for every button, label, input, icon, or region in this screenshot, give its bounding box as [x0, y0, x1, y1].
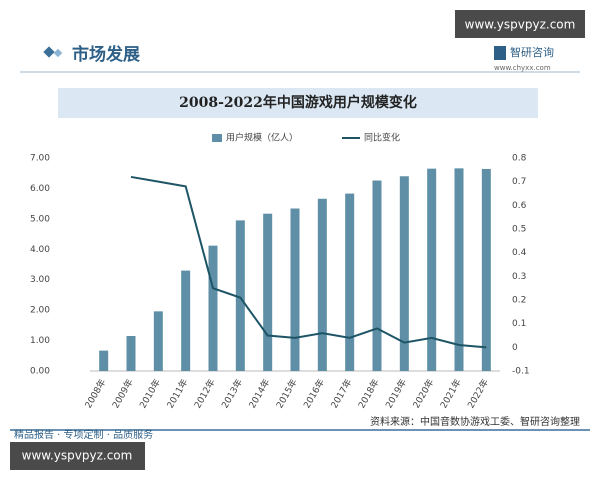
bar: [235, 220, 245, 371]
y2-tick-label: 0.5: [512, 225, 526, 235]
bar: [290, 208, 300, 371]
brand-logo: [494, 46, 506, 60]
bar: [427, 168, 437, 371]
y2-tick-label: 0.6: [512, 201, 527, 211]
legend-label: 用户规模（亿人）: [226, 132, 298, 144]
y2-tick-label: 0.3: [512, 272, 526, 282]
y2-tick-label: 0.4: [512, 248, 527, 258]
legend-label: 同比变化: [364, 132, 400, 144]
bar: [345, 193, 355, 371]
footer: 精品报告 · 专项定制 · 品质服务: [14, 428, 153, 441]
site: www.chyxx.com: [494, 64, 551, 72]
line: [130, 175, 487, 349]
bar: [454, 168, 464, 371]
title-band: [58, 88, 538, 118]
y-tick-label: 6.00: [30, 184, 50, 194]
section-icon: [43, 46, 63, 58]
bar: [399, 176, 409, 371]
y-tick-label: 2.00: [30, 306, 50, 316]
y2-tick-label: 0.2: [512, 296, 526, 306]
plot: 0.00 1.00 2.00 3.00 4.00 5.00 6.00 7.00 -0.1 0 0.1…: [30, 132, 530, 411]
legend-swatch: [212, 134, 222, 142]
y-tick-label: 4.00: [30, 245, 50, 255]
brand: 智研咨询: [510, 45, 554, 59]
watermark-box: [10, 442, 145, 470]
y2-tick-label: 0.1: [512, 319, 526, 329]
y2-tick-label: 0: [512, 343, 518, 353]
bar: [317, 198, 327, 371]
bar: [153, 311, 163, 371]
y-tick-label: 0.00: [30, 367, 50, 377]
y2-tick-label: 0.7: [512, 177, 526, 187]
watermark: www.yspvpyz.com: [22, 449, 133, 463]
chart-title: 2008-2022年中国游戏用户规模变化: [179, 94, 417, 111]
y-tick-label: 5.00: [30, 214, 50, 224]
bar: [99, 350, 109, 371]
source: 资料来源：中国音数协游戏工委、智研咨询整理: [370, 415, 580, 428]
bar: [372, 180, 382, 371]
bar: [181, 270, 191, 371]
bar: [263, 213, 273, 371]
y-tick-label: 1.00: [30, 336, 50, 346]
section-title: 市场发展: [72, 44, 140, 65]
y-tick-label: 3.00: [30, 275, 50, 285]
y-tick-label: 7.00: [30, 154, 50, 164]
bar: [481, 168, 491, 371]
bar: [126, 336, 136, 371]
watermark-box: [455, 10, 585, 38]
bar: [208, 245, 218, 371]
y2-tick-label: -0.1: [512, 367, 530, 377]
watermark: www.yspvpyz.com: [465, 18, 576, 32]
y2-tick-label: 0.8: [512, 154, 527, 164]
